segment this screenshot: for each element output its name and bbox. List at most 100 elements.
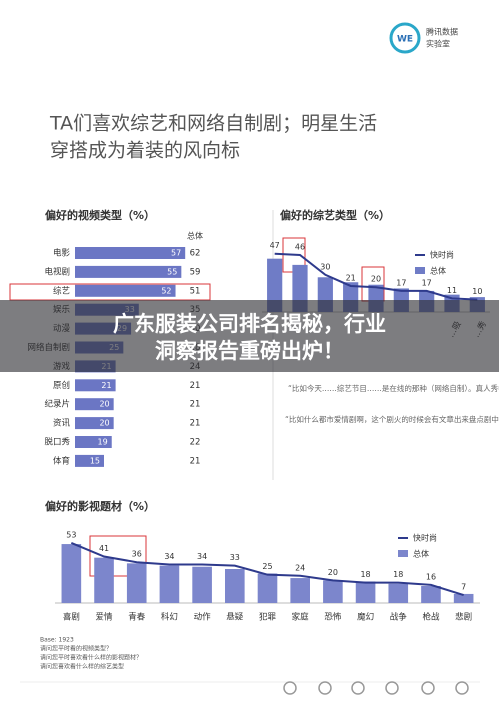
point-label: 18 [393,570,403,579]
category-label: 电影 [53,248,71,259]
bar-label: 21 [101,381,111,390]
x-tick-label: 枪战 [422,612,440,623]
total-value: 21 [190,381,201,391]
bar [290,578,310,603]
footnote: 请问您平时喜欢看什么样的影视题材？ [40,654,142,662]
bar [94,557,114,603]
category-label: 电视剧 [44,266,70,277]
nav-icon[interactable] [421,681,435,695]
bar-label: 15 [90,456,100,465]
x-tick-label: 恐怖 [324,612,342,623]
x-tick-label: 青春 [128,612,146,623]
total-value: 21 [190,400,201,410]
point-label: 20 [371,275,381,284]
category-label: 纪录片 [44,399,70,410]
bar [75,265,182,278]
bar [257,573,278,603]
bar-label: 55 [167,267,177,276]
page-title: 穿搭成为着装的风向标 [50,140,240,162]
x-tick-label: 家庭 [292,612,310,623]
total-value: 51 [190,286,201,296]
point-label: 25 [262,562,272,571]
highlight-box [89,535,147,577]
bar [355,581,376,603]
x-tick-label: 犯罪 [259,612,277,623]
footnote: 请问您喜欢看什么样的综艺类型 [40,663,124,671]
overlay-band [0,300,499,372]
bar [126,563,147,603]
footnote: Base: 1923 [40,637,74,644]
point-label: 11 [447,286,457,295]
legend-label: 总体 [413,549,429,559]
brand: 腾讯数据 [426,27,458,37]
point-label: 17 [396,278,406,287]
total-value: 62 [190,249,201,259]
point-label: 33 [230,553,240,562]
chart-title: 偏好的视频类型（%） [45,208,155,222]
total-value: 21 [190,456,201,466]
chart-title: 偏好的综艺类型（%） [280,208,390,222]
nav-icon[interactable] [351,681,365,695]
nav-icon[interactable] [455,681,469,695]
logo-ring [389,22,421,54]
nav-icon[interactable] [318,681,332,695]
category-label: 脱口秀 [44,437,70,448]
total-value: 22 [190,438,201,448]
column-header: 总体 [187,231,203,241]
legend-swatch [415,267,425,274]
x-tick-label: 战争 [390,612,408,623]
point-label: 36 [132,550,142,559]
point-label: 24 [295,563,305,572]
point-label: 34 [164,552,174,561]
point-label: 34 [197,552,207,561]
bar [453,593,474,603]
bar [75,398,114,411]
category-label: 资讯 [53,418,71,429]
line [70,542,464,597]
bar [159,565,180,603]
point-label: 47 [270,241,280,250]
point-label: 16 [426,572,436,581]
legend-label: 快时尚 [413,533,437,543]
bar [421,586,441,603]
point-label: 10 [472,287,482,296]
x-tick-label: 喜剧 [63,612,80,623]
bar-label: 20 [99,400,109,409]
legend-swatch [398,550,408,557]
nav-icon[interactable] [283,681,297,695]
total-value: 21 [190,419,201,429]
bar-label: 57 [171,249,181,258]
point-label: 7 [461,583,466,592]
bar [75,247,186,259]
quote: “比如今天……综艺节目……是在线的那种（网络自制）。真人秀中艺人有些场合穿的服装… [288,383,499,393]
overlay-headline: 广东服装公司排名揭秘，行业 [113,312,386,336]
nav-icon[interactable] [385,681,399,695]
legend-label: 总体 [430,266,446,276]
bar [75,454,104,467]
bar [323,580,343,603]
bar [61,544,82,603]
footnote: 请问您平时看的视频类型？ [40,645,112,653]
brand: 实验室 [426,39,450,49]
bar [75,379,116,392]
bar [75,417,114,430]
logo-text: WE [397,35,413,45]
category-label: 原创 [53,380,70,391]
point-label: 53 [66,530,76,539]
x-tick-label: 动作 [194,612,212,623]
x-tick-label: 科幻 [161,612,178,623]
point-label: 21 [346,273,356,282]
overlay-headline: 洞察报告重磅出炉！ [155,339,344,363]
point-label: 17 [422,278,432,287]
point-label: 30 [320,262,330,271]
x-tick-label: 魔幻 [357,612,374,623]
x-tick-label: 悲剧 [455,612,472,623]
bar [225,569,245,603]
quote: “比如什么都市爱情剧啊，这个剧火的时候会有文章出来盘点剧中的穿衣风格或品牌。” [285,414,499,424]
point-label: 20 [328,568,338,577]
bar [267,258,283,312]
point-label: 46 [295,242,305,251]
point-label: 41 [99,544,109,553]
bar-label: 52 [161,286,171,295]
